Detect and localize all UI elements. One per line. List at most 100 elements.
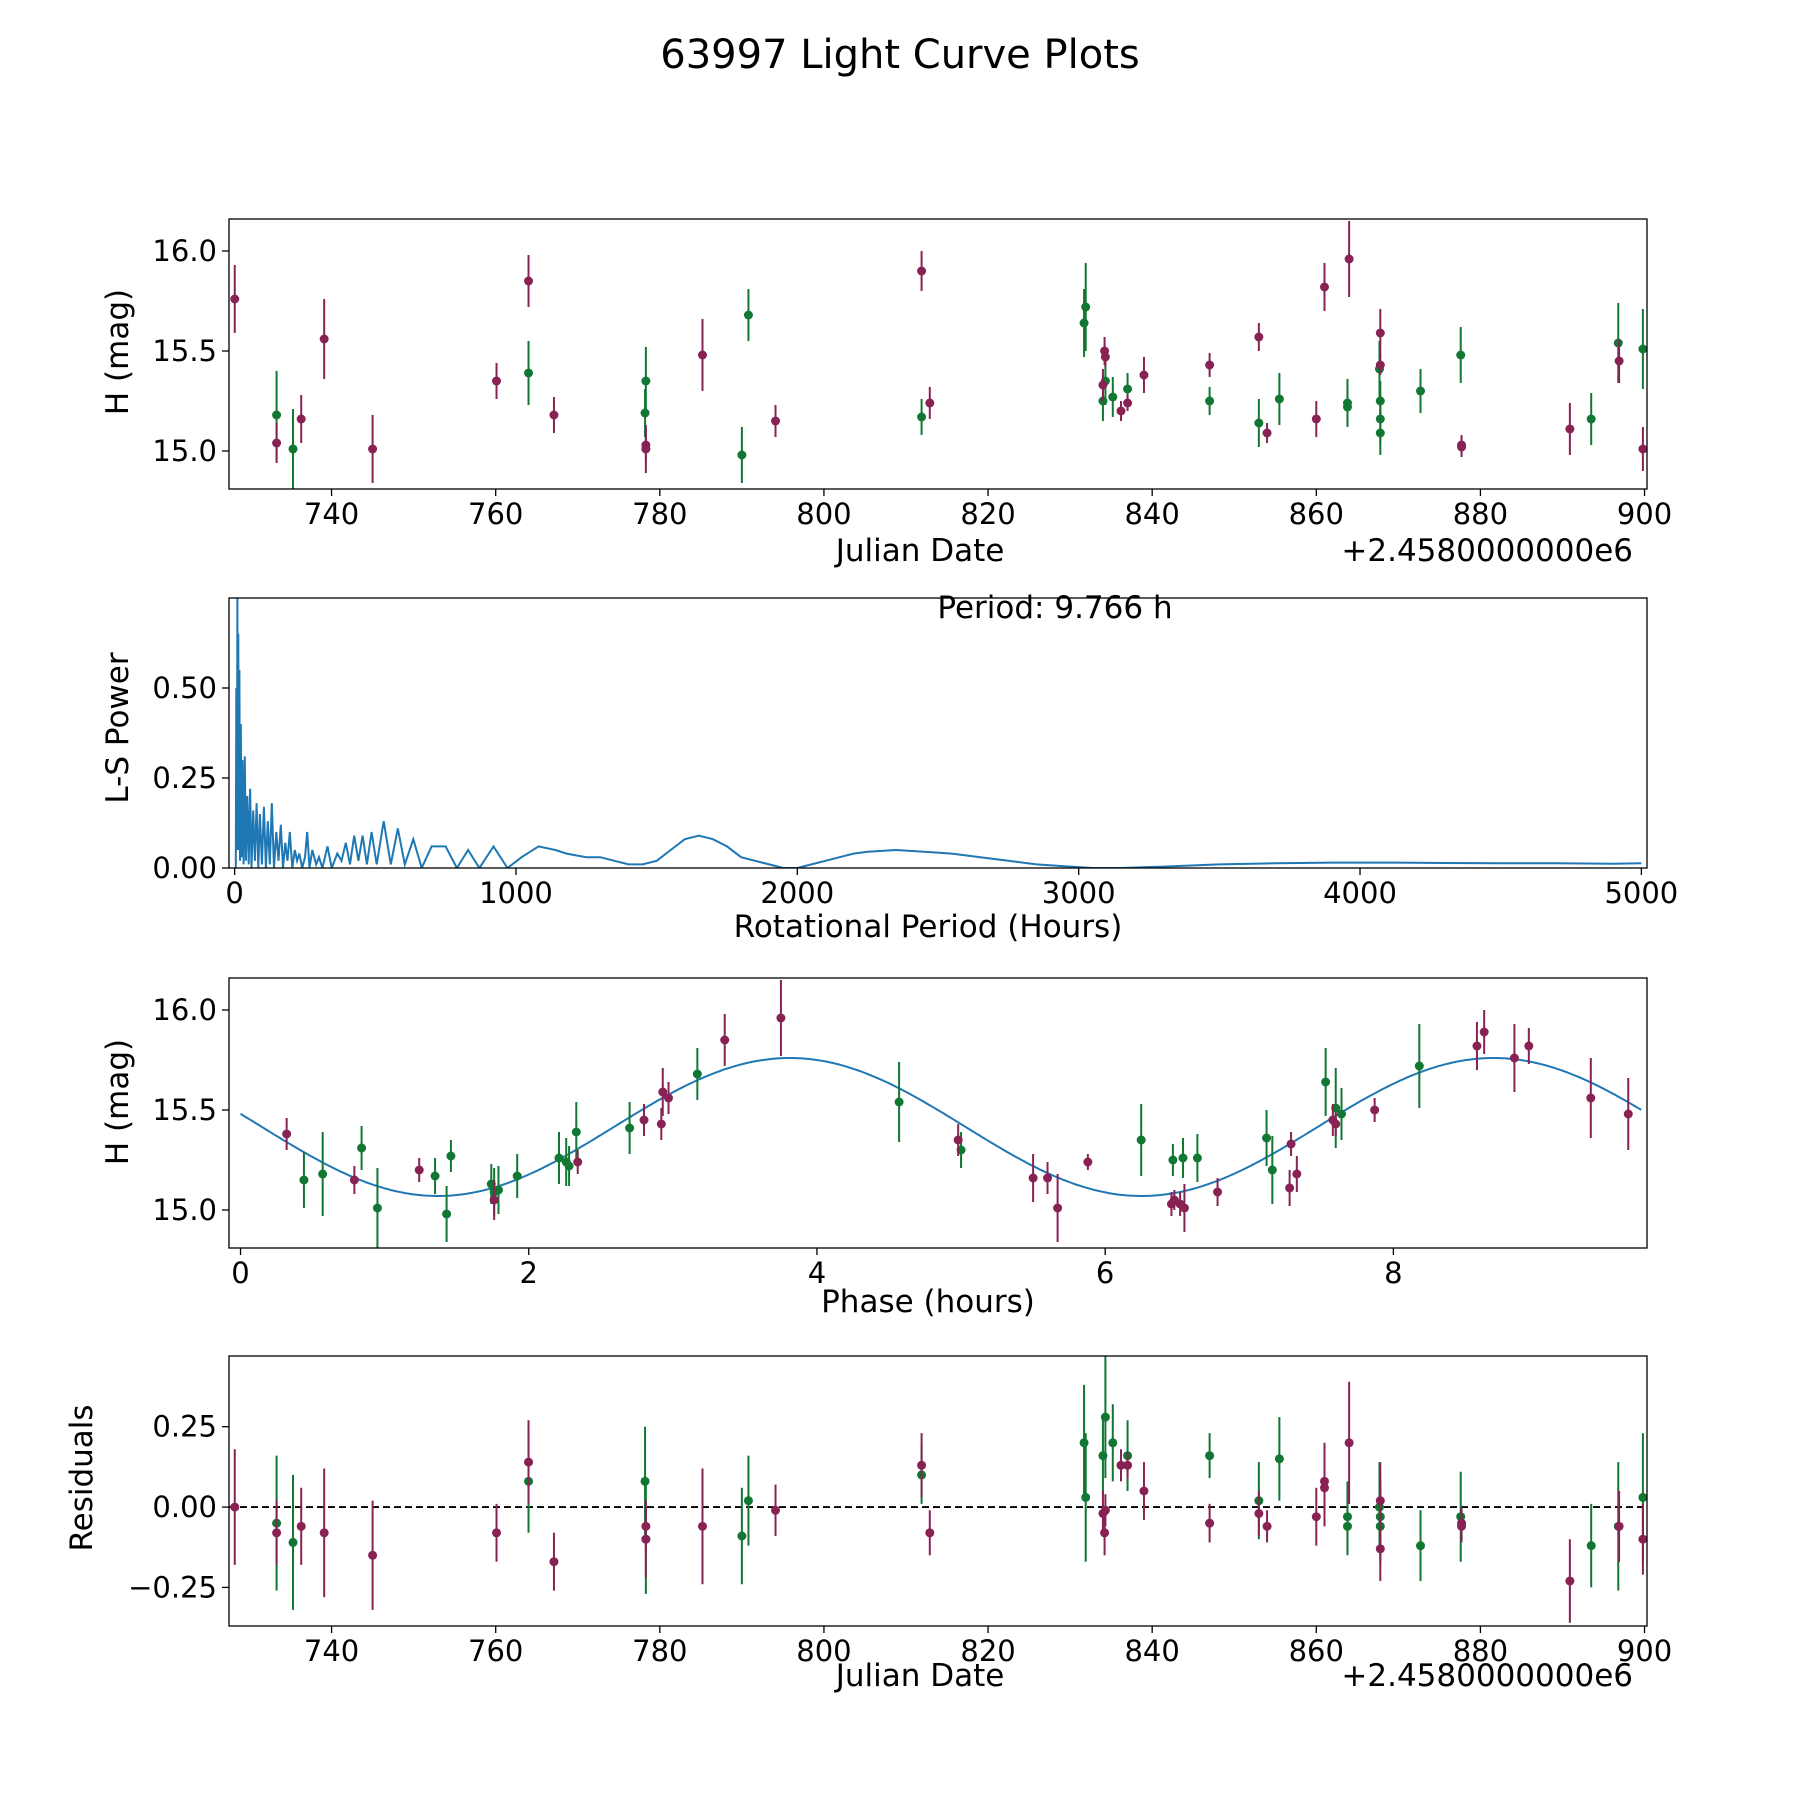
marker — [524, 1457, 534, 1467]
marker — [743, 310, 753, 320]
data-point-green — [1079, 289, 1089, 357]
data-point-purple — [368, 415, 378, 483]
x-tick-label: 860 — [1289, 1634, 1344, 1668]
data-point-green — [446, 1140, 456, 1172]
marker — [288, 1537, 298, 1547]
marker — [771, 416, 781, 426]
data-point-green — [737, 1487, 747, 1585]
data-point-purple — [1457, 435, 1467, 455]
data-point-green — [692, 1048, 702, 1100]
marker — [288, 444, 298, 454]
x-tick-label: 760 — [468, 1634, 523, 1668]
data-point-purple — [489, 1180, 499, 1220]
data-point-purple — [1565, 403, 1575, 455]
data-point-purple — [1179, 1184, 1189, 1232]
data-point-green — [1267, 1136, 1277, 1204]
marker — [1638, 1492, 1647, 1502]
marker — [272, 1528, 282, 1538]
marker — [282, 1129, 292, 1139]
data-point-purple — [1139, 1462, 1149, 1520]
folded-ylabel: H (mag) — [100, 1039, 136, 1165]
marker — [549, 1557, 559, 1567]
marker — [1336, 1109, 1346, 1119]
data-point-purple — [1254, 323, 1264, 351]
folded-xlabel: Phase (hours) — [821, 1284, 1035, 1320]
data-point-purple — [917, 251, 927, 291]
marker — [524, 276, 534, 286]
power-line — [234, 598, 1642, 868]
data-point-green — [1336, 1088, 1346, 1140]
marker — [697, 350, 707, 360]
marker — [1116, 1460, 1126, 1470]
data-point-purple — [1638, 1503, 1647, 1575]
marker — [639, 1115, 649, 1125]
residuals-ylabel: Residuals — [64, 1404, 100, 1551]
marker — [1139, 1486, 1149, 1496]
marker — [349, 1175, 359, 1185]
data-point-green — [1342, 1497, 1352, 1556]
marker — [737, 1531, 747, 1541]
marker — [1081, 1492, 1091, 1502]
data-point-purple — [1116, 401, 1126, 421]
data-point-green — [564, 1146, 574, 1186]
marker — [1205, 360, 1215, 370]
data-point-purple — [349, 1166, 359, 1194]
data-point-purple — [641, 1500, 651, 1578]
marker — [1254, 418, 1264, 428]
marker — [554, 1153, 564, 1163]
data-point-green — [1108, 377, 1118, 417]
marker — [1274, 394, 1284, 404]
data-point-green — [1136, 1104, 1146, 1176]
marker — [641, 376, 651, 386]
marker — [272, 438, 282, 448]
marker — [917, 266, 927, 276]
marker — [1178, 1153, 1188, 1163]
data-point-purple — [1614, 1491, 1624, 1562]
data-point-green — [1192, 1134, 1202, 1182]
x-tick-label: 740 — [304, 1634, 359, 1668]
data-point-green — [1274, 1417, 1284, 1501]
marker — [1108, 1438, 1118, 1448]
marker — [272, 410, 282, 420]
marker — [641, 1534, 651, 1544]
x-tick-label: 780 — [632, 1634, 687, 1668]
x-tick-label: 840 — [1124, 1634, 1179, 1668]
data-point-purple — [1311, 1487, 1321, 1546]
marker — [1479, 1027, 1489, 1037]
data-point-purple — [1043, 1162, 1053, 1194]
marker — [894, 1097, 904, 1107]
x-tick-label: 1000 — [479, 876, 553, 910]
marker — [1311, 1512, 1321, 1522]
marker — [737, 450, 747, 460]
data-point-green — [1262, 1110, 1272, 1166]
x-tick-label: 800 — [796, 497, 851, 531]
marker — [1311, 414, 1321, 424]
data-point-purple — [664, 1082, 674, 1114]
y-tick-label: 0.00 — [152, 1490, 217, 1524]
data-point-purple — [720, 1014, 730, 1066]
data-point-purple — [230, 1449, 240, 1565]
marker — [1254, 332, 1264, 342]
folded-frame — [228, 977, 1648, 1249]
marker — [414, 1165, 424, 1175]
y-tick-label: 15.0 — [152, 1193, 217, 1227]
marker — [1262, 1133, 1272, 1143]
marker — [1205, 1518, 1215, 1528]
marker — [1586, 414, 1596, 424]
data-point-purple — [1098, 369, 1108, 401]
marker — [319, 334, 329, 344]
data-point-purple — [1292, 1156, 1302, 1192]
marker — [1509, 1053, 1519, 1063]
data-point-purple — [639, 1104, 649, 1136]
marker — [1100, 1505, 1110, 1515]
marker — [1083, 1157, 1093, 1167]
residuals-offset-label: +2.4580000000e6 — [1341, 1658, 1633, 1694]
marker — [1344, 1438, 1354, 1448]
marker — [1416, 1541, 1426, 1551]
data-point-green — [1586, 1503, 1596, 1588]
residuals-panel: Julian Date +2.4580000000e6 Residuals 74… — [64, 1355, 1672, 1694]
marker — [1098, 380, 1108, 390]
marker — [1614, 1521, 1624, 1531]
data-point-green — [430, 1158, 440, 1194]
marker — [697, 1521, 707, 1531]
